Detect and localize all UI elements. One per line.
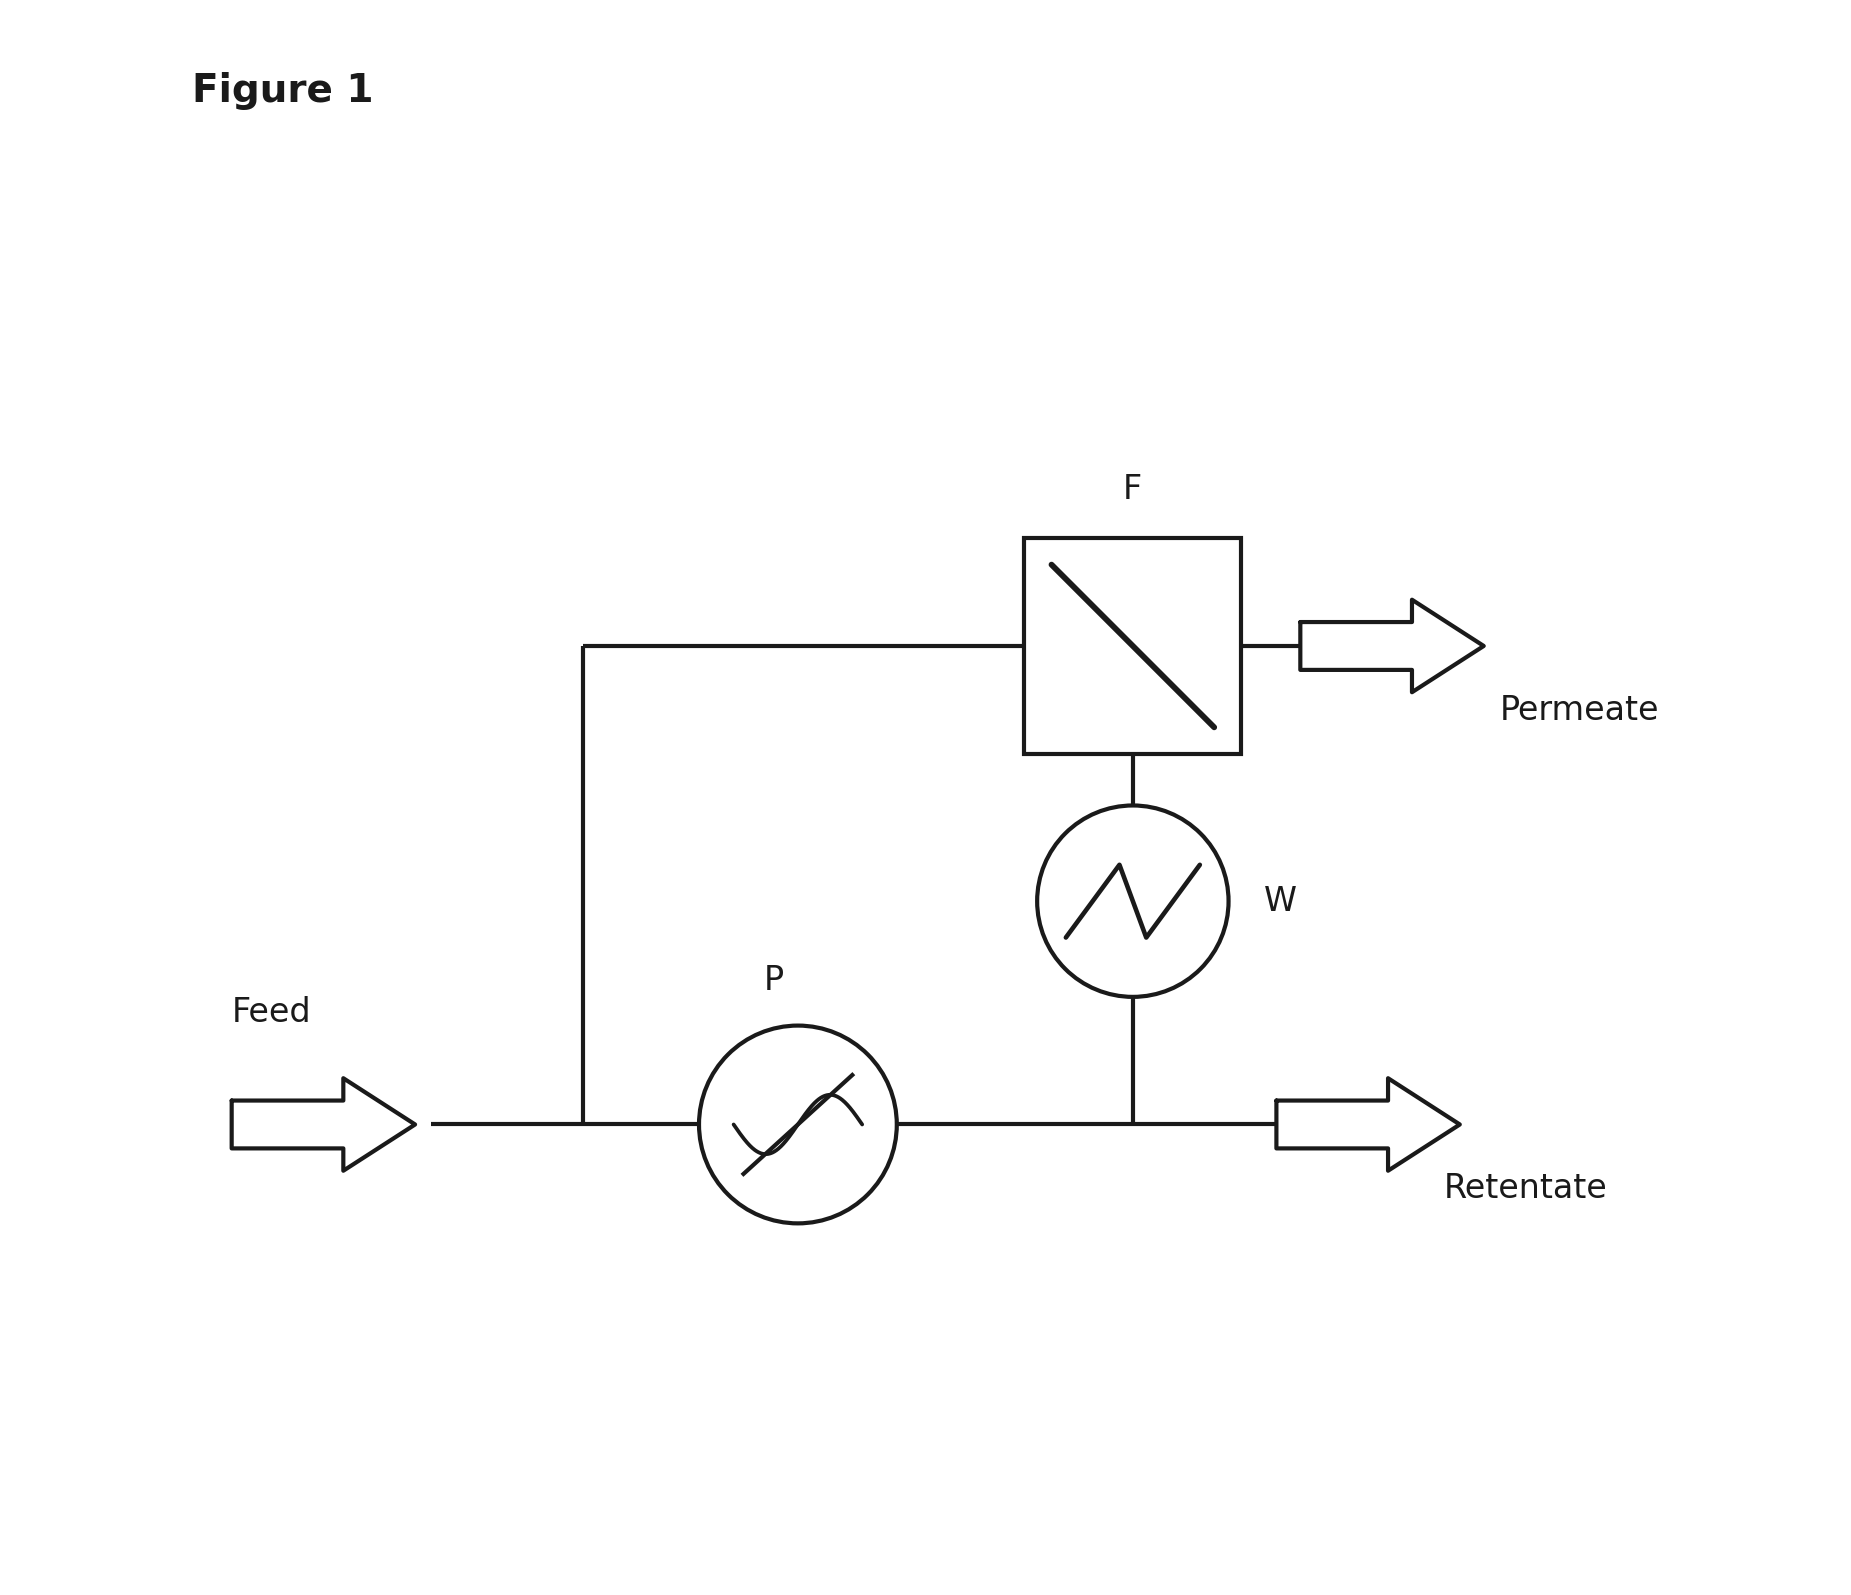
Text: F: F [1124,472,1142,506]
Bar [1024,538,1242,754]
Text: Figure 1: Figure 1 [193,72,374,110]
Text: Retentate: Retentate [1444,1172,1609,1206]
Text: Feed: Feed [231,995,311,1029]
Text: Permeate: Permeate [1499,694,1658,727]
Circle shape [700,1026,896,1223]
Text: P: P [764,963,785,997]
Circle shape [1037,805,1229,997]
Text: W: W [1264,885,1298,917]
